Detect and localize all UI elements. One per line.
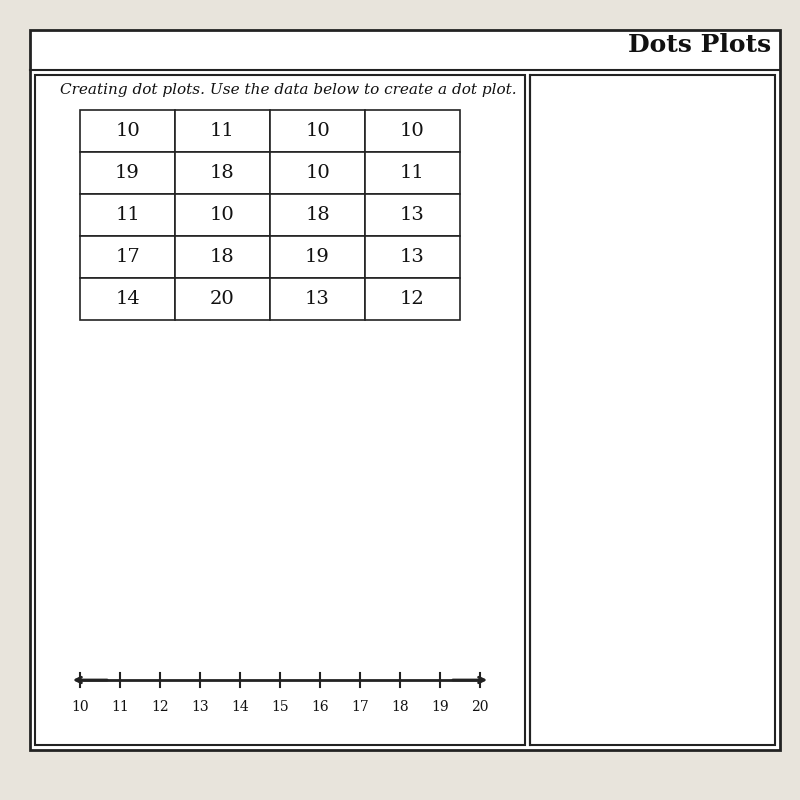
Text: 18: 18 xyxy=(391,700,409,714)
Text: 11: 11 xyxy=(115,206,140,224)
Bar xyxy=(80,110,175,152)
Text: 10: 10 xyxy=(305,164,330,182)
Text: 17: 17 xyxy=(115,248,140,266)
Text: 18: 18 xyxy=(210,248,235,266)
Text: 18: 18 xyxy=(210,164,235,182)
Text: 16: 16 xyxy=(311,700,329,714)
Text: 20: 20 xyxy=(210,290,235,308)
Bar xyxy=(175,152,270,194)
Text: 11: 11 xyxy=(400,164,425,182)
Text: 12: 12 xyxy=(400,290,425,308)
Text: 10: 10 xyxy=(71,700,89,714)
Text: 19: 19 xyxy=(115,164,140,182)
Bar xyxy=(365,278,460,320)
Text: 13: 13 xyxy=(400,206,425,224)
Bar xyxy=(80,152,175,194)
Text: 10: 10 xyxy=(210,206,235,224)
Bar xyxy=(175,278,270,320)
Bar xyxy=(175,110,270,152)
Bar xyxy=(270,278,365,320)
Text: Creating dot plots. Use the data below to create a dot plot.: Creating dot plots. Use the data below t… xyxy=(60,83,517,97)
Bar xyxy=(80,278,175,320)
Bar xyxy=(175,194,270,236)
Text: 15: 15 xyxy=(271,700,289,714)
Text: 11: 11 xyxy=(210,122,235,140)
Bar xyxy=(270,152,365,194)
Text: 10: 10 xyxy=(305,122,330,140)
Bar xyxy=(80,194,175,236)
Text: 11: 11 xyxy=(111,700,129,714)
Text: Dots Plots: Dots Plots xyxy=(629,33,771,57)
Bar xyxy=(175,236,270,278)
Bar xyxy=(365,194,460,236)
Bar xyxy=(365,236,460,278)
Text: 17: 17 xyxy=(351,700,369,714)
Text: 19: 19 xyxy=(431,700,449,714)
Text: 19: 19 xyxy=(305,248,330,266)
Text: 20: 20 xyxy=(471,700,489,714)
Text: 13: 13 xyxy=(400,248,425,266)
Text: 13: 13 xyxy=(305,290,330,308)
Bar xyxy=(365,110,460,152)
Text: 13: 13 xyxy=(191,700,209,714)
Bar xyxy=(270,194,365,236)
Text: 18: 18 xyxy=(305,206,330,224)
Text: 10: 10 xyxy=(400,122,425,140)
Bar xyxy=(530,75,775,745)
Bar xyxy=(270,110,365,152)
Bar xyxy=(365,152,460,194)
Bar xyxy=(35,75,525,745)
Text: 14: 14 xyxy=(231,700,249,714)
Bar xyxy=(80,236,175,278)
Text: 14: 14 xyxy=(115,290,140,308)
Text: 10: 10 xyxy=(115,122,140,140)
Bar xyxy=(270,236,365,278)
Text: 12: 12 xyxy=(151,700,169,714)
